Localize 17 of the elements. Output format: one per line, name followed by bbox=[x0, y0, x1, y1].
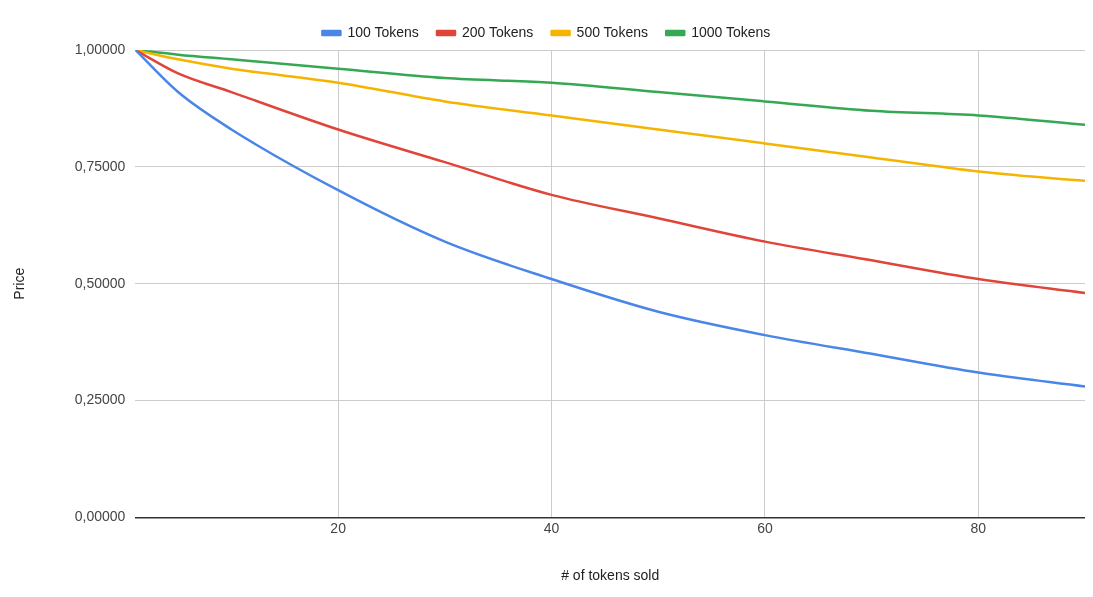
x-tick-label: 20 bbox=[330, 519, 347, 536]
x-tick-label: 80 bbox=[970, 519, 987, 536]
x-tick-label: 60 bbox=[757, 519, 773, 536]
line-series bbox=[135, 50, 1085, 388]
legend-label: 1000 Tokens bbox=[691, 23, 771, 40]
y-tick-label: 1,00000 bbox=[74, 40, 126, 57]
line-series bbox=[135, 50, 1085, 295]
x-tick-label: 40 bbox=[543, 519, 560, 536]
legend-label: 100 Tokens bbox=[347, 23, 419, 40]
y-axis-title: Price bbox=[11, 267, 28, 300]
legend-label: 500 Tokens bbox=[576, 23, 648, 40]
x-axis-title: # of tokens sold bbox=[561, 567, 660, 584]
y-tick-label: 0,00000 bbox=[74, 508, 126, 525]
legend-label: 200 Tokens bbox=[462, 23, 534, 40]
y-tick-label: 0,75000 bbox=[74, 157, 126, 174]
y-tick-label: 0,25000 bbox=[74, 391, 126, 408]
y-tick-label: 0,50000 bbox=[74, 274, 126, 291]
